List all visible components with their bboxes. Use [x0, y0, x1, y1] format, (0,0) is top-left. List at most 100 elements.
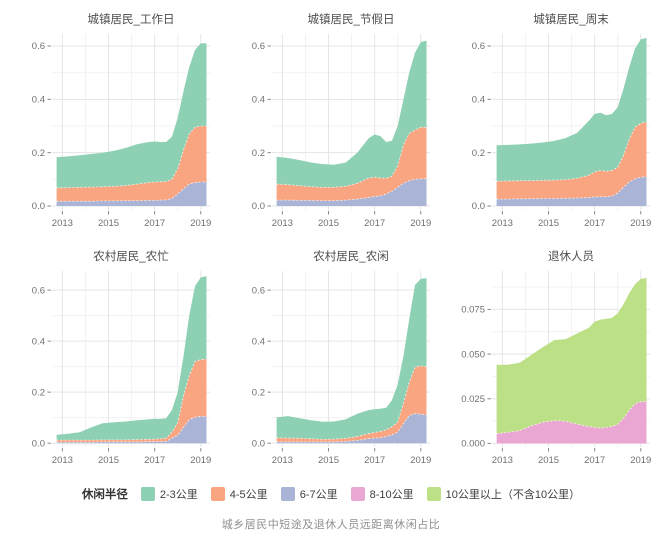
band-boundary-line — [496, 400, 647, 435]
area-band-2 — [276, 278, 427, 440]
legend-swatch — [140, 487, 155, 501]
legend-item-label: 6-7公里 — [299, 489, 338, 501]
y-axis-tick-label: 0.4 — [252, 95, 265, 106]
x-axis-tick-label: 2013 — [52, 455, 73, 466]
x-axis-tick-label: 2019 — [630, 218, 651, 229]
legend-item: 8-10公里 — [350, 486, 414, 502]
area-band-0 — [56, 182, 207, 206]
stacked-area-chart: 2013 2015 2017 2019 0.0 0.2 0.4 0.6 城镇居民_节假日 — [252, 12, 432, 229]
legend-swatch — [280, 487, 295, 501]
legend-swatch — [350, 487, 365, 501]
x-axis-tick-label: 2019 — [190, 455, 211, 466]
x-axis-tick-label: 2017 — [364, 455, 385, 466]
stacked-area-chart: 2013 2015 2017 2019 0.0 0.2 0.4 0.6 城镇居民_周末 — [472, 12, 652, 229]
y-axis-tick-label: 0.2 — [32, 148, 45, 159]
x-axis-tick-label: 2015 — [98, 218, 119, 229]
stacked-area-chart: 2013 2015 2017 2019 0.0 0.2 0.4 0.6 农村居民_农忙 — [32, 249, 212, 466]
chart-title: 城镇居民_周末 — [533, 12, 609, 26]
y-axis-tick-label: 0.4 — [32, 336, 45, 347]
area-band-0 — [496, 176, 647, 206]
legend-item: 2-3公里 — [140, 486, 198, 502]
chart-title: 农村居民_农忙 — [93, 249, 169, 263]
band-boundary-line — [276, 178, 427, 202]
x-axis-tick-label: 2019 — [190, 218, 211, 229]
y-axis-tick-label: 0.6 — [252, 41, 265, 52]
x-axis-tick-label: 2013 — [272, 455, 293, 466]
chart-panel-rural-busy: 2013 2015 2017 2019 0.0 0.2 0.4 0.6 农村居民_农忙 — [0, 241, 220, 478]
chart-title: 城镇居民_节假日 — [308, 12, 395, 26]
y-axis-tick-label: 0.2 — [472, 148, 485, 159]
band-boundary-line — [56, 125, 207, 189]
area-band-1 — [56, 126, 207, 202]
area-band-1 — [496, 278, 647, 434]
y-axis-tick-label: 0.0 — [32, 201, 45, 212]
x-axis-tick-label: 2013 — [52, 218, 73, 229]
y-axis-tick-label: 0.4 — [472, 95, 485, 106]
area-band-0 — [276, 178, 427, 206]
x-axis-tick-label: 2015 — [318, 218, 339, 229]
chart-panel-urban-workday: 2013 2015 2017 2019 0.0 0.2 0.4 0.6 城镇居民_工作日 — [0, 4, 220, 241]
x-axis-tick-label: 2015 — [538, 455, 559, 466]
chart-title: 城镇居民_工作日 — [88, 12, 175, 26]
x-axis-tick-label: 2019 — [630, 455, 651, 466]
legend-swatch — [426, 487, 441, 501]
figure-caption: 城乡居民中短途及退休人员远距离休闲占比 — [221, 519, 441, 531]
y-axis-tick-label: 0.6 — [32, 41, 45, 52]
figure: 2013 2015 2017 2019 0.0 0.2 0.4 0.6 城镇居民_工作日 201… — [0, 4, 662, 531]
y-axis-tick-label: 0.2 — [32, 387, 45, 398]
chart-panel-retirees: 2013 2015 2017 2019 0.000 0.025 0.050 0.075 退休人员 — [440, 241, 660, 478]
x-axis-tick-label: 2013 — [272, 218, 293, 229]
chart-title: 退休人员 — [548, 250, 594, 263]
legend-item: 10公里以上（不含10公里） — [426, 486, 581, 502]
area-band-2 — [56, 43, 207, 188]
y-axis-tick-label: 0.000 — [461, 439, 485, 450]
x-axis-tick-label: 2017 — [584, 455, 605, 466]
x-axis-tick-label: 2015 — [98, 455, 119, 466]
stacked-area-chart: 2013 2015 2017 2019 0.000 0.025 0.050 0.075 退休人员 — [461, 250, 651, 466]
y-axis-tick-label: 0.6 — [252, 285, 265, 296]
stacked-area-chart: 2013 2015 2017 2019 0.0 0.2 0.4 0.6 城镇居民_工作日 — [32, 12, 212, 229]
y-axis-tick-label: 0.4 — [32, 95, 45, 106]
y-axis-tick-label: 0.2 — [252, 387, 265, 398]
legend-item-label: 2-3公里 — [159, 489, 198, 501]
area-band-2 — [496, 38, 647, 182]
x-axis-tick-label: 2017 — [364, 218, 385, 229]
area-band-1 — [496, 122, 647, 200]
x-axis-tick-label: 2015 — [318, 455, 339, 466]
chart-title: 农村居民_农闲 — [313, 249, 388, 263]
legend-items: 2-3公里 4-5公里 6-7公里 8-10公里 10公里以上（不含10公里） — [140, 486, 581, 502]
legend-item-label: 10公里以上（不含10公里） — [445, 489, 581, 501]
area-band-1 — [276, 127, 427, 201]
legend-swatch — [210, 487, 225, 501]
x-axis-tick-label: 2015 — [538, 218, 559, 229]
x-axis-tick-label: 2019 — [410, 455, 431, 466]
y-axis-tick-label: 0.075 — [461, 305, 485, 316]
y-axis-tick-label: 0.6 — [32, 285, 45, 296]
legend-item-label: 4-5公里 — [229, 489, 268, 501]
y-axis-tick-label: 0.050 — [461, 349, 485, 360]
x-axis-tick-label: 2013 — [492, 218, 513, 229]
x-axis-tick-label: 2013 — [492, 455, 513, 466]
chart-panel-rural-slack: 2013 2015 2017 2019 0.0 0.2 0.4 0.6 农村居民_农闲 — [220, 241, 440, 478]
y-axis-tick-label: 0.0 — [32, 438, 45, 449]
charts-grid: 2013 2015 2017 2019 0.0 0.2 0.4 0.6 城镇居民_工作日 201… — [0, 4, 662, 478]
y-axis-tick-label: 0.2 — [252, 148, 265, 159]
legend-item-label: 8-10公里 — [369, 489, 414, 501]
x-axis-tick-label: 2017 — [584, 218, 605, 229]
legend-title: 休闲半径 — [81, 489, 128, 501]
x-axis-tick-label: 2017 — [144, 455, 165, 466]
area-band-0 — [496, 401, 647, 444]
area-band-2 — [276, 40, 427, 188]
x-axis-tick-label: 2017 — [144, 218, 165, 229]
x-axis-tick-label: 2019 — [410, 218, 431, 229]
y-axis-tick-label: 0.0 — [472, 201, 485, 212]
legend-item: 4-5公里 — [210, 486, 268, 502]
chart-panel-urban-weekend: 2013 2015 2017 2019 0.0 0.2 0.4 0.6 城镇居民_周末 — [440, 4, 660, 241]
y-axis-tick-label: 0.6 — [472, 41, 485, 52]
stacked-area-chart: 2013 2015 2017 2019 0.0 0.2 0.4 0.6 农村居民_农闲 — [252, 249, 432, 466]
legend: 休闲半径 2-3公里 4-5公里 6-7公里 8-10公里 10公里以上（不含10公里） — [0, 486, 662, 502]
y-axis-tick-label: 0.4 — [252, 336, 265, 347]
legend-item: 6-7公里 — [280, 486, 338, 502]
chart-panel-urban-holiday: 2013 2015 2017 2019 0.0 0.2 0.4 0.6 城镇居民_节假日 — [220, 4, 440, 241]
y-axis-tick-label: 0.0 — [252, 438, 265, 449]
